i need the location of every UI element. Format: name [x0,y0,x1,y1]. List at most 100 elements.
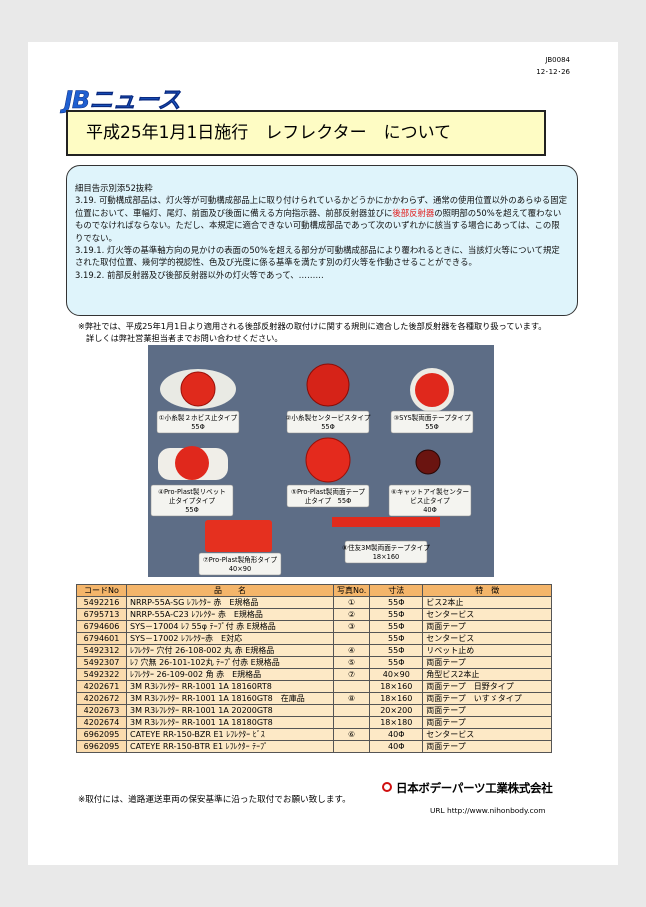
label-text: 55Φ [321,423,335,431]
product-photo: ①小糸製２ホビス止タイプ55Φ②小糸製センタービスタイプ55Φ③SYS製両面テー… [148,345,494,577]
label-text: ⑥キャットアイ製センター [391,487,469,496]
table-cell: NRRP-55A-C23 ﾚﾌﾚｸﾀｰ 赤 E規格品 [126,608,334,621]
reflector [306,363,350,407]
table-cell: ﾚﾌ 穴無 26-101-102丸 ﾃｰﾌﾟ付赤 E規格品 [126,656,334,669]
table-cell: 5492322 [76,668,127,681]
table-cell: 18×160 [369,692,424,705]
label-text: 18×160 [373,553,400,561]
label-box [150,484,234,517]
table-cell: 55Φ [369,644,424,657]
table-cell: 両面テープ [422,704,553,717]
table-cell: ⑥ [332,728,371,741]
label-box [198,552,282,576]
table-cell: ⑦ [332,668,371,681]
table-cell: 6794601 [76,632,127,645]
label-text: 止タイプ 55Φ [305,496,352,505]
doc-date: 12･12･26 [536,68,570,76]
table-row: 4202671 3M R3ﾚﾌﾚｸﾀｰ RR-1001 1A 18160RT8 18… [76,680,553,693]
table-cell: 3M R3ﾚﾌﾚｸﾀｰ RR-1001 1A 18180GT8 [126,716,334,729]
table-cell: 両面テープ [422,740,553,753]
label-text: ⑧住友3M製両面テープタイプ [342,543,430,552]
table-row: 6795713 NRRP-55A-C23 ﾚﾌﾚｸﾀｰ 赤 E規格品 ② 55Φ センタ… [76,608,553,621]
highlight: 後部反射器 [392,207,435,218]
table-cell: 6795713 [76,608,127,621]
label-box [286,410,370,434]
table-cell [332,680,371,693]
label-box [344,540,428,564]
table-cell: 18×180 [369,716,424,729]
reflector [180,371,216,407]
logo: JBニュース [64,86,182,115]
reflector [175,446,209,480]
table-cell: 両面テープ 日野タイプ [422,680,553,693]
table-row: 5492307 ﾚﾌ 穴無 26-101-102丸 ﾃｰﾌﾟ付赤 E規格品 ⑤ 55Φ… [76,656,553,669]
header-cell: コードNo [76,584,127,597]
label-text: 55Φ [185,506,199,514]
table-cell: 6794606 [76,620,127,633]
label-text: ⑦Pro-Plast製角形タイプ [203,555,278,564]
label-text: 40×90 [229,565,251,573]
label-text: ⑤Pro-Plast製両面テープ [291,487,365,496]
table-cell: センタービス [422,608,553,621]
footer-note: ※取付には、道路運送車両の保安基準に沿った取付でお願い致します。 [78,795,351,805]
header-cell: 特 徴 [422,584,553,597]
table-cell: 5492216 [76,596,127,609]
table-cell [332,740,371,753]
reflector [415,449,441,475]
table-cell: 55Φ [369,596,424,609]
table-cell: 5492312 [76,644,127,657]
header-cell: 品 名 [126,584,334,597]
table-row: 4202673 3M R3ﾚﾌﾚｸﾀｰ RR-1001 1A 20200GT8 20… [76,704,553,717]
table-cell: 3M R3ﾚﾌﾚｸﾀｰ RR-1001 1A 18160RT8 [126,680,334,693]
text: 3.19. 可動構成部品は、灯火等が可動構成部品上に取り付けられているかどうかに… [75,195,567,218]
label-text: 止タイプタイプ [169,496,216,505]
url: URL http://www.nihonbody.com [430,806,546,815]
header-row: コードNo 品 名写真No. 寸法特 徴 [76,584,553,597]
heading: 細目告示別添52抜粋 [75,183,153,193]
table-row: 5492322 ﾚﾌﾚｸﾀｰ 26-109-002 角 赤 E規格品 ⑦ 40×90 角… [76,668,553,681]
doc-id: JB0084 [545,56,570,64]
company-mark [382,782,392,792]
table-cell: 18×160 [369,680,424,693]
table-cell: 40×90 [369,668,424,681]
table-cell: 両面テープ [422,620,553,633]
table-cell: 40Φ [369,728,424,741]
table-cell: 4202673 [76,704,127,717]
table-row: 6962095 CATEYE RR-150-BZR E1 ﾚﾌﾚｸﾀｰ ﾋﾞｽ ⑥ 4… [76,728,553,741]
reflector [415,373,449,407]
table-cell: ④ [332,644,371,657]
table-row: 6794606 SYS－17004 ﾚﾌ 55φ ﾃｰﾌﾟ付 赤 E規格品 ③ 55Φ… [76,620,553,633]
table-cell: ① [332,596,371,609]
paragraph: 3.19.1. 灯火等の基準軸方向の見かけの表面の50%を超える部分が可動構成部… [75,245,560,268]
label-text: ①小糸製２ホビス止タイプ [159,413,238,422]
table-body: 5492216 NRRP-55A-SG ﾚﾌﾚｸﾀｰ 赤 E規格品 ① 55Φ ビス2本… [76,596,553,753]
table-cell: ビス2本止 [422,596,553,609]
label-box [390,410,474,434]
table-cell: ② [332,608,371,621]
title: 平成25年1月1日施行 レフレクター について [66,110,546,156]
table-cell [332,704,371,717]
header-cell: 写真No. [332,584,371,597]
reflector [305,437,351,483]
table-cell: 40Φ [369,740,424,753]
table-cell: 55Φ [369,620,424,633]
label-text: 55Φ [425,423,439,431]
table-cell [332,716,371,729]
table-cell: 5492307 [76,656,127,669]
table-cell: 3M R3ﾚﾌﾚｸﾀｰ RR-1001 1A 18160GT8 在庫品 [126,692,334,705]
table-cell: 4202671 [76,680,127,693]
table-cell: 両面テープ [422,716,553,729]
label-text: 55Φ [191,423,205,431]
table-cell: 55Φ [369,656,424,669]
table-cell: 角型ビス2本止 [422,668,553,681]
table-cell: 4202672 [76,692,127,705]
text: の照明部の50%を超えて覆わないものでなければならない。ただし、本規定に適合でき… [75,207,562,243]
table-cell: SYS－17004 ﾚﾌ 55φ ﾃｰﾌﾟ付 赤 E規格品 [126,620,334,633]
table-cell: ﾚﾌﾚｸﾀｰ 穴付 26-108-002 丸 赤 E規格品 [126,644,334,657]
label-text: ②小糸製センタービスタイプ [285,413,370,422]
table-cell [332,632,371,645]
note-line: 詳しくは弊社営業担当者までお問い合わせください。 [86,333,283,343]
label-text: ③SYS製両面テープタイプ [393,413,471,422]
label-text: 40Φ [423,506,437,514]
reflector [332,517,440,527]
